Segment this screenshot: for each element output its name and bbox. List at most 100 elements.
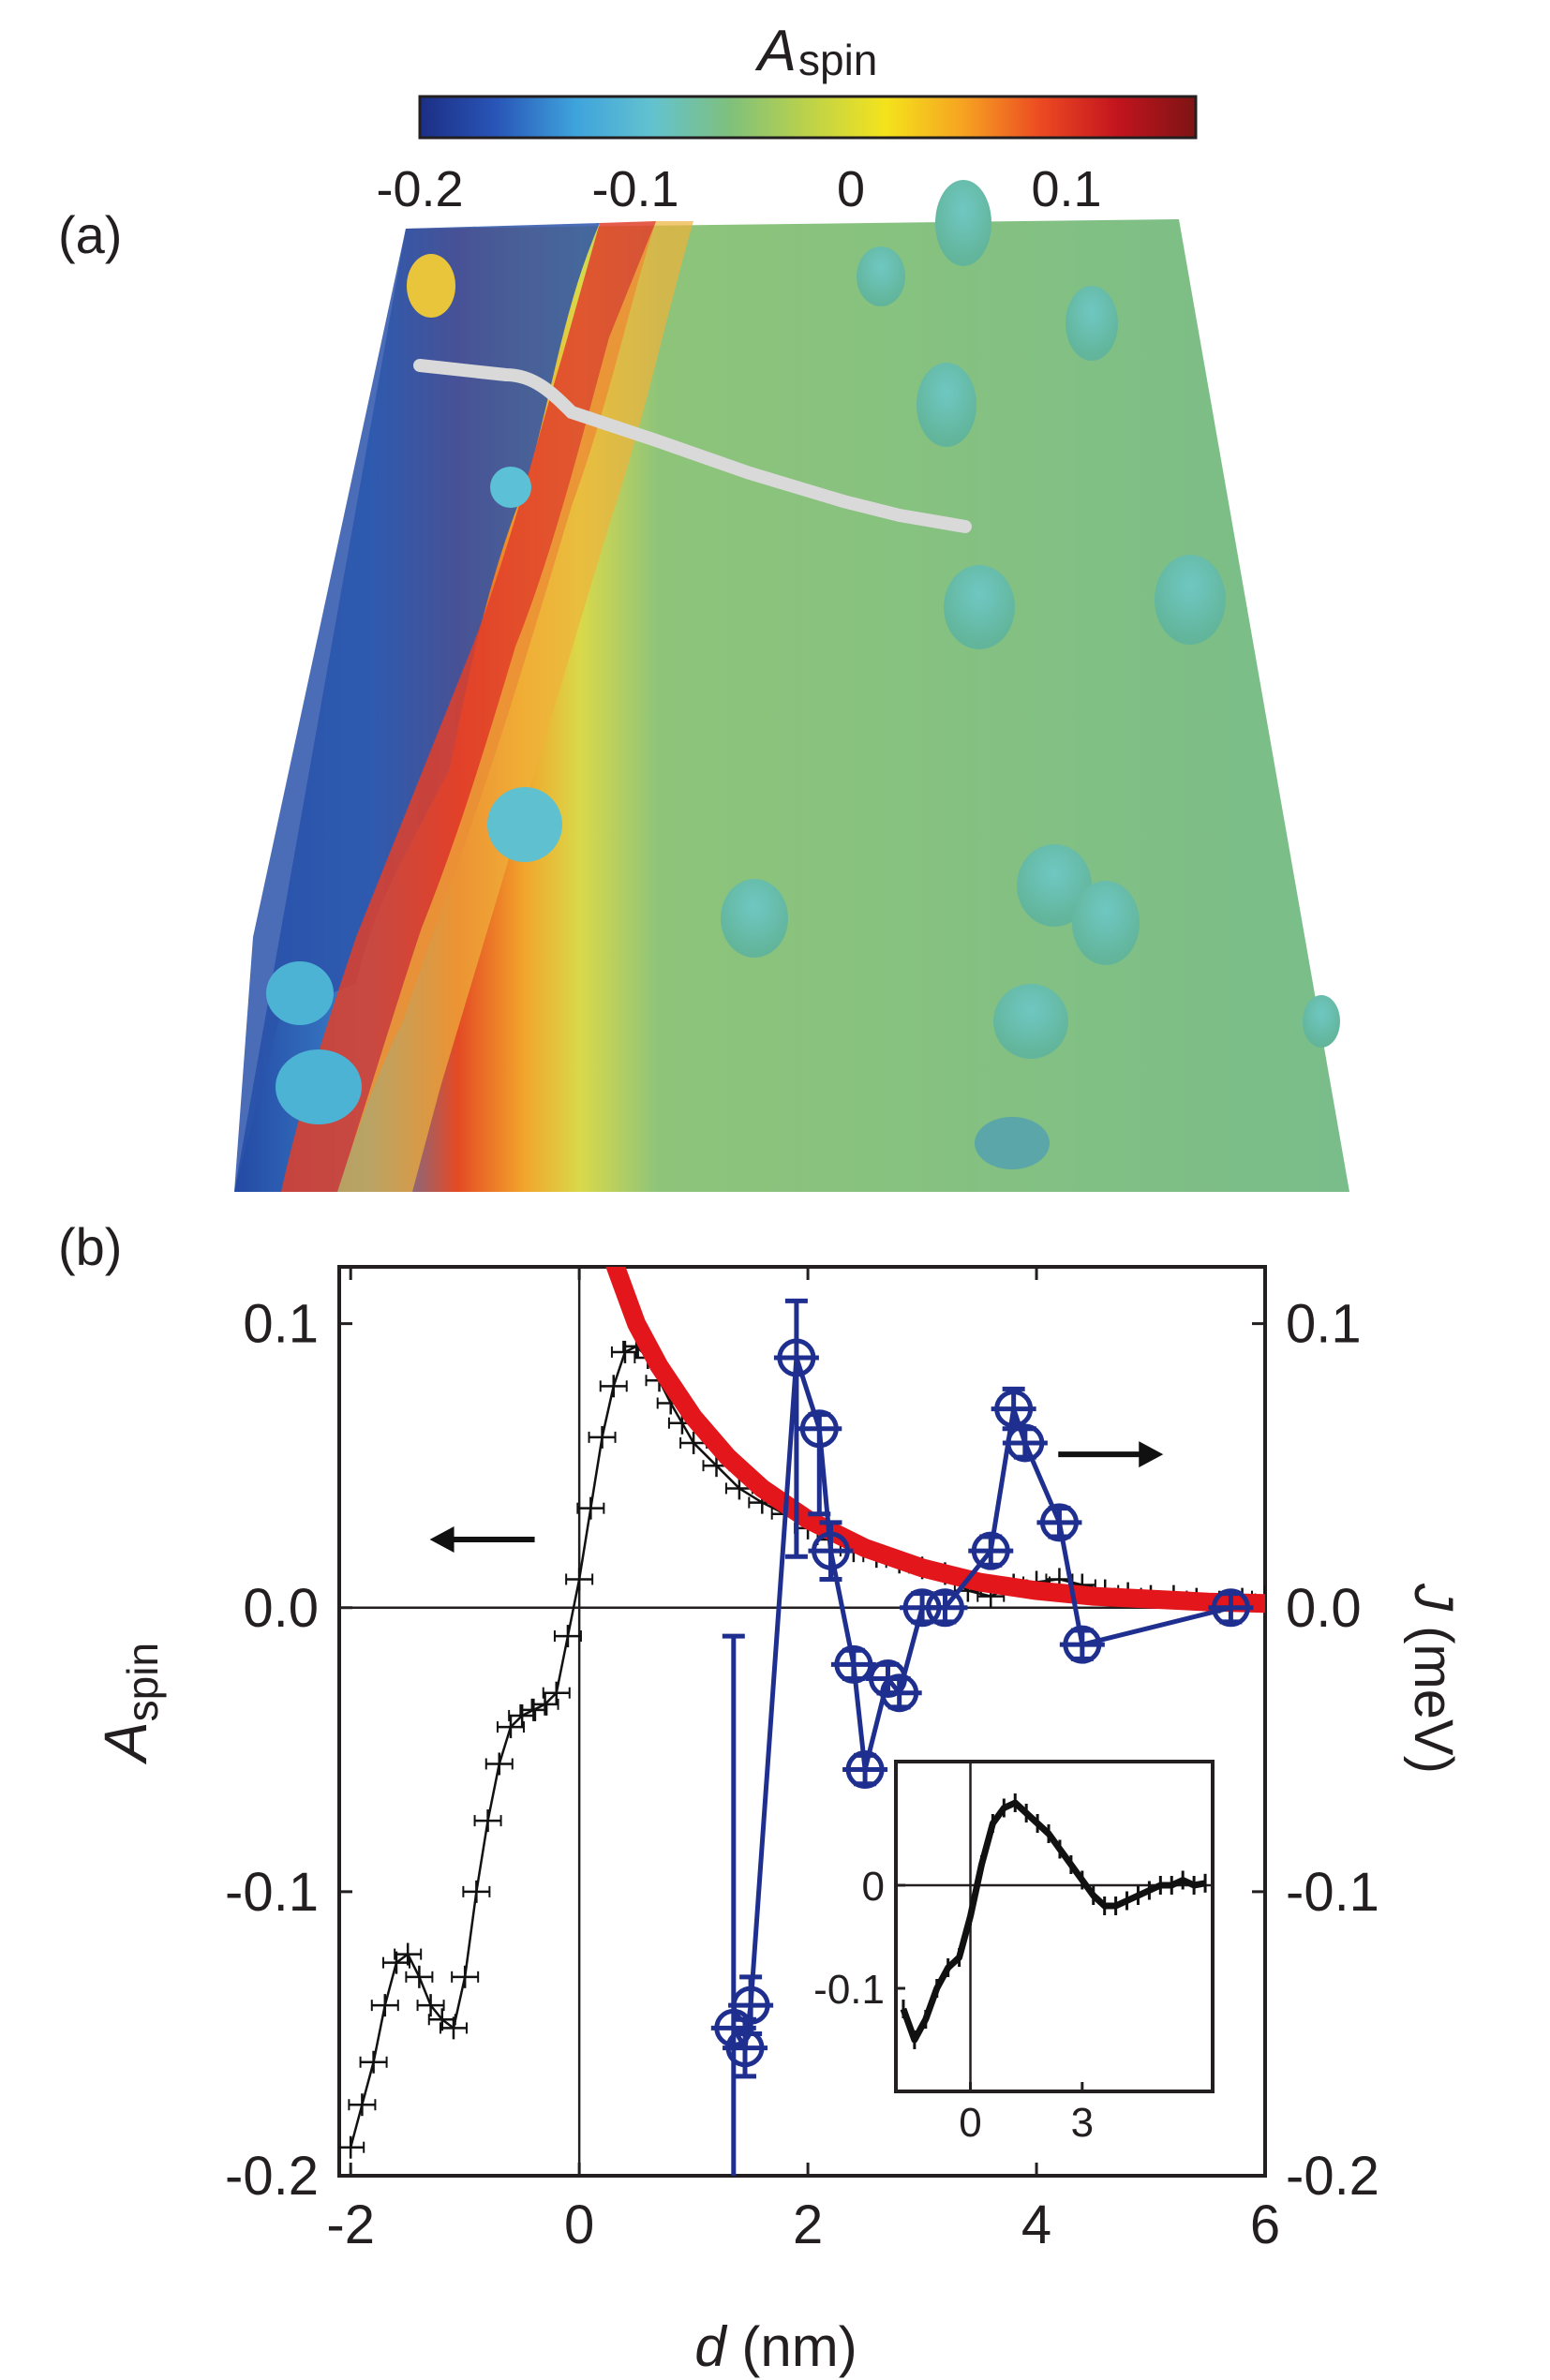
y-right-tick-label: -0.2 <box>1286 2146 1379 2207</box>
colorbar-title: A <box>754 19 797 83</box>
arrow-right-axis-indicator <box>1058 1441 1164 1468</box>
y-axis-left-title-symbol: A <box>92 1721 159 1765</box>
panel-b-label: (b) <box>58 1217 122 1276</box>
y-right-tick-label: 0.1 <box>1286 1294 1362 1355</box>
aspin-data-point <box>348 2093 377 2117</box>
blue-domain <box>234 223 600 1192</box>
aspin-data-point <box>530 1692 559 1716</box>
aspin-data-point <box>496 1716 525 1739</box>
aspin-data-point <box>519 1698 548 1721</box>
y-left-tick-label: 0.0 <box>243 1578 319 1639</box>
adatom-peak <box>487 787 562 862</box>
y-left-tick-label: -0.1 <box>225 1862 319 1923</box>
j-data-point <box>773 1298 819 1559</box>
exponential-fit-curve <box>605 1267 1265 1614</box>
j-data-point <box>991 1386 1036 1432</box>
adatom-peak <box>857 246 905 306</box>
j-data-point <box>808 1520 854 1582</box>
x-tick-label: 6 <box>1250 2194 1280 2255</box>
domain-wall-fringe <box>337 221 693 1192</box>
y-right-tick-label: -0.1 <box>1286 1862 1379 1923</box>
aspin-data-point <box>473 1809 502 1833</box>
y-axis-right-title-main: J (meV) <box>1403 1583 1464 1774</box>
adatom-peak <box>721 879 788 958</box>
inset-plot: 0 3 0 -0.1 <box>813 1760 1215 2146</box>
main-plot: -2 0 2 4 6-0.2 -0.2-0.1 -0.10.0 0.00.1 0.10 30-0.… <box>225 1265 1379 2255</box>
x-axis-title-symbol: d <box>694 2315 727 2378</box>
j-data-point <box>1208 1588 1254 1628</box>
adatom-peak <box>490 467 531 508</box>
colorbar-tick-label: -0.2 <box>376 161 463 217</box>
inset-frame <box>894 1760 1215 2093</box>
adatom-peak <box>276 1049 362 1124</box>
adatom-peak <box>1072 881 1140 965</box>
aspin-data-point <box>576 1496 605 1520</box>
adatom-peak <box>944 565 1015 649</box>
j-data-point <box>728 1974 774 2036</box>
spin-map-surface <box>234 180 1349 1192</box>
adatom-peak <box>1155 555 1226 645</box>
x-tick-label: -2 <box>326 2194 375 2255</box>
aspin-data-point <box>484 1752 514 1776</box>
colorbar: A spin -0.2 -0.1 0 0.1 <box>376 19 1198 217</box>
adatom-peak <box>975 1117 1050 1169</box>
aspin-data-point <box>610 1340 639 1363</box>
aspin-data-point <box>599 1375 628 1398</box>
colorbar-title-subscript: spin <box>798 36 877 84</box>
adatom-peak <box>935 180 991 266</box>
aspin-data-point <box>416 1994 445 2017</box>
j-data-point <box>968 1531 1014 1570</box>
colorbar-ticks: -0.2 -0.1 0 0.1 <box>376 161 1101 217</box>
j-data-point <box>876 1673 922 1713</box>
y-axis-right-title-unit: (meV) <box>1403 1611 1464 1774</box>
inset-x-tick-label: 3 <box>1071 2100 1094 2146</box>
x-tick-label: 2 <box>793 2194 823 2255</box>
j-data-point <box>1059 1625 1105 1664</box>
aspin-data-point <box>542 1681 571 1704</box>
colorbar-tick-label: -0.1 <box>591 161 678 217</box>
inset-y-tick-label: 0 <box>862 1864 885 1910</box>
plot-data-layer <box>339 1267 1265 2176</box>
y-axis-left-title: Aspin <box>92 1643 167 1765</box>
aspin-data-point <box>439 2016 468 2040</box>
aspin-data-point <box>370 1994 399 2017</box>
x-axis-title: d (nm) <box>694 2315 857 2378</box>
aspin-data-point <box>451 1965 480 1988</box>
arrow-left-axis-indicator <box>429 1526 535 1553</box>
arrow-head <box>429 1526 455 1553</box>
arrow-head <box>1139 1441 1164 1468</box>
aspin-data-point <box>462 1880 491 1903</box>
panel-a-label: (a) <box>58 205 122 264</box>
adatom-peak <box>993 984 1068 1059</box>
y-right-tick-label: 0.0 <box>1286 1578 1362 1639</box>
aspin-data-point <box>565 1568 594 1591</box>
colorbar-tick-label: 0.1 <box>1031 161 1101 217</box>
plot-frame <box>337 1265 1267 2178</box>
y-axis-left-title-main: Aspin <box>92 1643 167 1765</box>
j-data-point <box>1036 1503 1082 1542</box>
domain-wall-band <box>281 221 656 1192</box>
y-left-tick-label: 0.1 <box>243 1294 319 1355</box>
y-axis-right-title-symbol: J <box>1403 1583 1464 1612</box>
x-axis-title-unit: (nm) <box>726 2315 857 2378</box>
aspin-data-point <box>359 2050 388 2074</box>
adatom-peaks <box>266 180 1340 1169</box>
inset-x-tick-label: 0 <box>959 2100 981 2146</box>
aspin-data-point <box>405 1965 434 1988</box>
j-data-point <box>922 1588 968 1628</box>
aspin-data-point <box>394 1942 423 1966</box>
adatom-peak <box>407 254 455 318</box>
line-profile-path <box>413 359 972 533</box>
aspin-data-point <box>339 2135 365 2159</box>
x-tick-label: 0 <box>564 2194 594 2255</box>
inset-aspin-line <box>900 1799 1206 2044</box>
aspin-data-point <box>588 1425 617 1449</box>
j-data-point <box>830 1644 876 1684</box>
y-left-tick-label: -0.2 <box>225 2146 319 2207</box>
adatom-peak <box>1303 995 1340 1048</box>
j-data-point <box>797 1409 842 1517</box>
adatom-peak <box>266 961 334 1025</box>
j-data-point <box>1002 1423 1048 1463</box>
adatom-peak <box>1066 286 1118 361</box>
